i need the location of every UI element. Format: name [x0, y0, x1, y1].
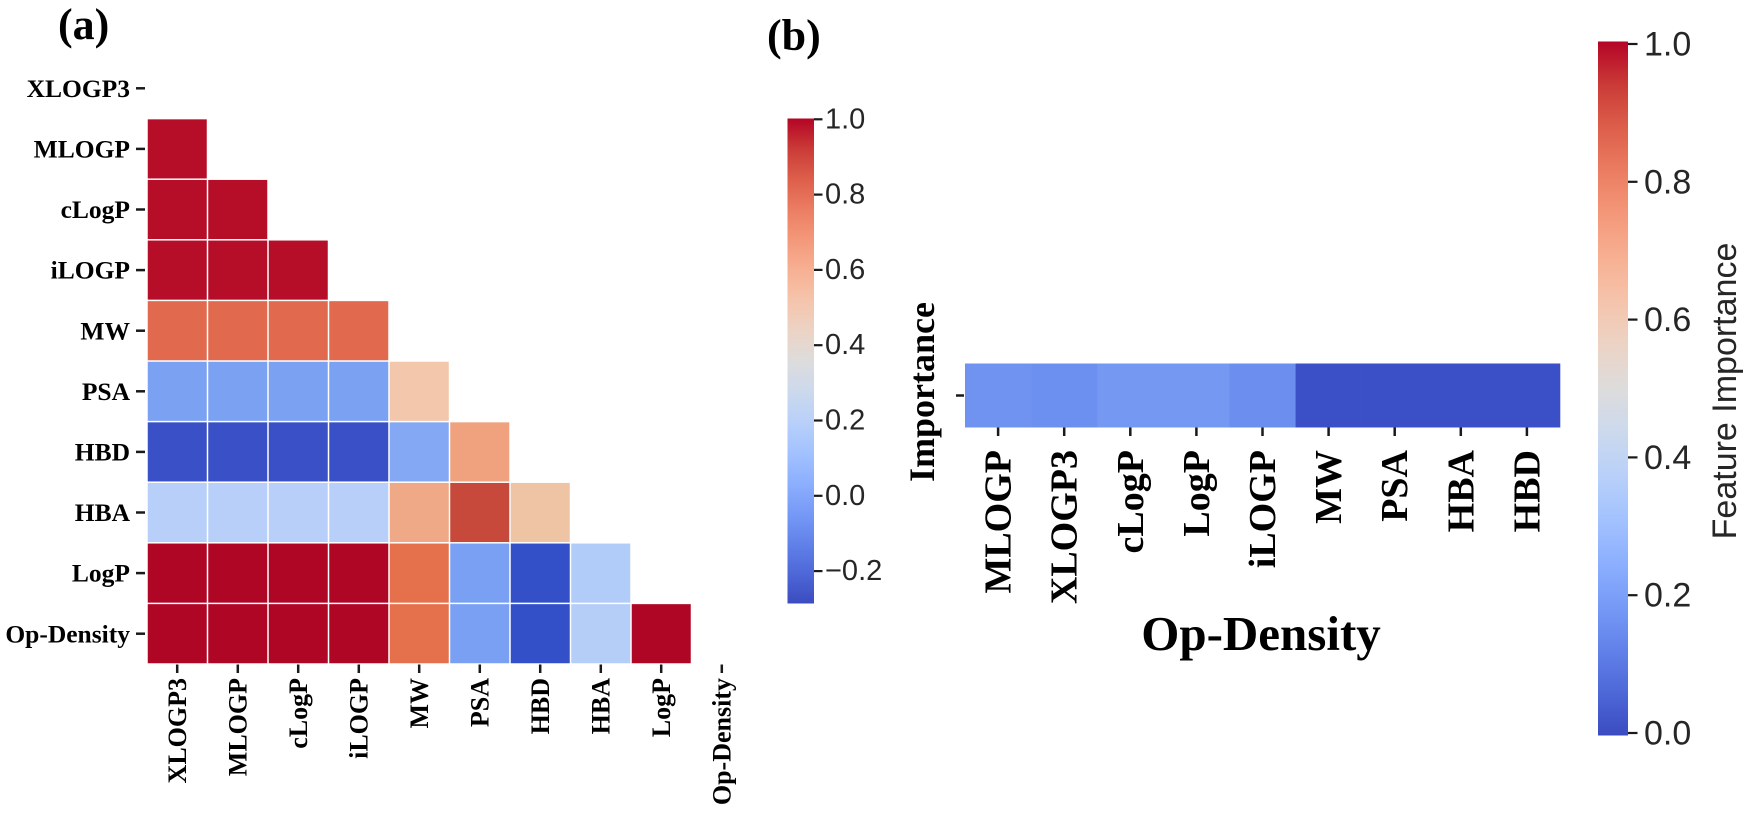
svg-text:XLOGP3: XLOGP3 [1044, 450, 1086, 604]
svg-text:Importance: Importance [902, 302, 942, 482]
svg-text:Op-Density: Op-Density [708, 678, 737, 805]
svg-text:iLOGP: iLOGP [51, 256, 130, 285]
svg-text:HBA: HBA [1440, 449, 1482, 532]
svg-text:0.2: 0.2 [825, 405, 865, 437]
svg-text:1.0: 1.0 [825, 103, 865, 135]
svg-text:LogP: LogP [72, 559, 130, 588]
svg-text:PSA: PSA [466, 678, 495, 727]
svg-text:Op-Density: Op-Density [5, 619, 130, 648]
svg-text:cLogP: cLogP [284, 678, 313, 749]
svg-text:0.4: 0.4 [1644, 439, 1691, 477]
svg-text:LogP: LogP [1176, 450, 1218, 537]
svg-text:0.6: 0.6 [825, 254, 865, 286]
svg-text:(a): (a) [58, 0, 109, 49]
svg-text:0.0: 0.0 [825, 480, 865, 512]
svg-text:cLogP: cLogP [1110, 450, 1152, 553]
svg-text:−0.2: −0.2 [825, 555, 882, 587]
svg-text:HBA: HBA [75, 498, 131, 527]
svg-text:(b): (b) [767, 11, 821, 60]
svg-text:LogP: LogP [647, 678, 676, 737]
svg-text:HBD: HBD [1506, 450, 1548, 532]
svg-text:PSA: PSA [1374, 449, 1416, 521]
svg-text:MW: MW [1308, 450, 1350, 524]
svg-text:PSA: PSA [82, 377, 131, 406]
svg-text:Feature Importance: Feature Importance [1706, 243, 1744, 540]
svg-text:HBD: HBD [75, 438, 130, 467]
svg-text:0.4: 0.4 [825, 329, 865, 361]
svg-text:XLOGP3: XLOGP3 [163, 678, 192, 783]
svg-text:MLOGP: MLOGP [224, 678, 253, 776]
svg-text:HBD: HBD [526, 678, 555, 734]
svg-text:0.2: 0.2 [1644, 577, 1691, 615]
svg-text:cLogP: cLogP [61, 195, 130, 224]
svg-text:0.0: 0.0 [1644, 715, 1691, 753]
svg-text:0.6: 0.6 [1644, 301, 1691, 339]
svg-text:MW: MW [405, 678, 434, 729]
svg-text:1.0: 1.0 [1644, 26, 1691, 64]
svg-text:Op-Density: Op-Density [1141, 606, 1381, 661]
svg-text:iLOGP: iLOGP [1242, 450, 1284, 568]
svg-text:0.8: 0.8 [825, 179, 865, 211]
svg-text:MW: MW [80, 316, 130, 345]
svg-text:0.8: 0.8 [1644, 163, 1691, 201]
svg-text:MLOGP: MLOGP [978, 450, 1020, 594]
svg-text:HBA: HBA [587, 678, 616, 735]
svg-text:iLOGP: iLOGP [345, 678, 374, 759]
svg-text:XLOGP3: XLOGP3 [27, 74, 130, 103]
svg-text:MLOGP: MLOGP [34, 135, 130, 164]
